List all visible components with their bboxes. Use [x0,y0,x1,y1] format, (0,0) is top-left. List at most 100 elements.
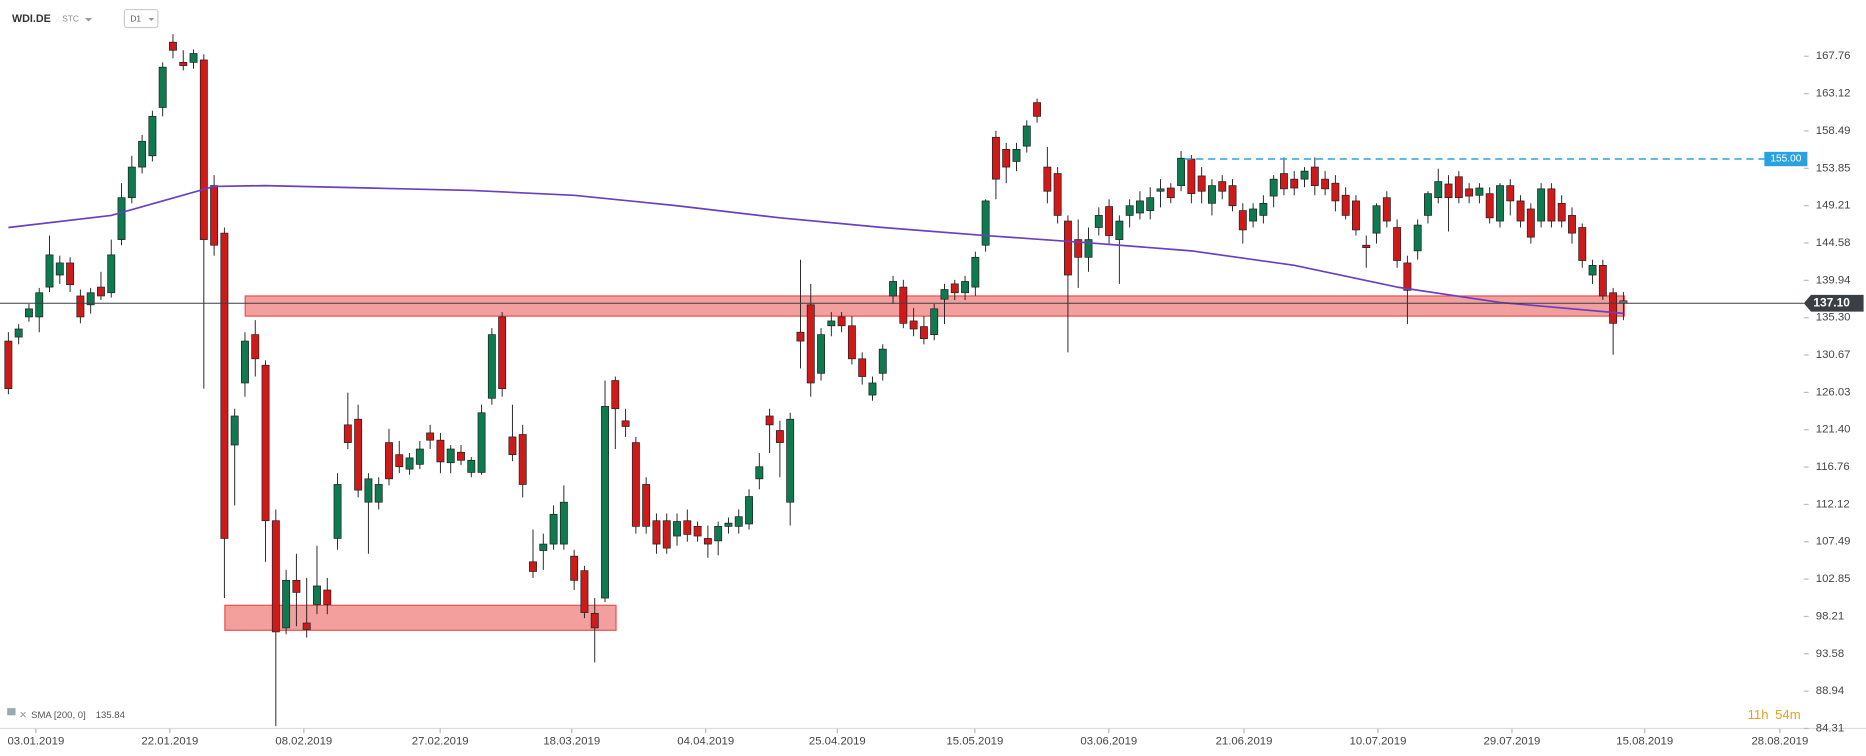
candle-body [1403,262,1412,291]
candle-body [755,466,764,480]
candle-body [446,448,455,464]
candle-body [1485,193,1494,219]
candle-body [1578,227,1587,261]
candle-body [1156,188,1165,192]
candle-body [693,525,702,537]
candle-body [1413,224,1422,252]
candle-body [415,448,424,465]
candle-body [837,316,846,327]
x-tick-label: 03.01.2019 [7,736,64,748]
x-tick-label: 15.05.2019 [946,736,1003,748]
candle-body [138,140,147,168]
dropdown-arrow[interactable] [148,17,155,21]
y-tick-label: 84.31 [1816,722,1844,734]
candle-body [426,432,435,441]
candle-body [1228,185,1237,207]
candle-body [889,281,897,297]
candle-body [1557,202,1566,222]
sma-legend-value: 135.84 [96,710,126,721]
candle-body [261,364,270,522]
candle-body [1135,200,1144,214]
candle-body [467,459,476,473]
timer-hours: 11h [1748,707,1769,722]
y-tick-label: 167.76 [1816,50,1851,62]
candle-body [847,325,856,360]
candle-body [950,283,959,294]
legend-icon[interactable] [7,708,16,716]
x-tick-label: 04.04.2019 [677,736,734,748]
candle-body [1094,215,1103,228]
candle-body [1341,194,1350,216]
candle-body [436,439,445,463]
candle-body [1063,220,1072,276]
y-tick-label: 139.94 [1816,274,1851,286]
close-icon[interactable]: ✕ [19,710,27,721]
candle-body [991,136,1000,180]
x-tick-label: 10.07.2019 [1350,736,1407,748]
candle-body [1382,197,1391,222]
candle-body [981,200,990,246]
candle-body [1424,193,1432,216]
candle-body [169,41,177,51]
candle-body [1310,166,1319,186]
candle-body [1177,157,1186,186]
candle-body [1115,220,1124,240]
candle-body [1372,205,1381,234]
y-tick-label: 102.85 [1816,573,1851,585]
candle-body [117,197,126,240]
candle-body [1526,208,1535,238]
y-tick-label: 112.12 [1816,498,1850,510]
candle-body [1547,188,1556,222]
candle-body [364,478,373,503]
candle-body [199,59,208,240]
interval[interactable]: D1 [130,13,141,23]
candle-body [899,286,908,324]
candle-body [1331,182,1340,202]
candle-body [1290,178,1299,189]
candle-body [611,380,620,410]
x-tick-label: 08.02.2019 [275,736,332,748]
candle-body [395,454,404,468]
candle-body [210,185,219,246]
candle-body [621,420,630,427]
candle-body [724,522,733,527]
interval-box[interactable] [123,8,159,29]
y-tick-label: 116.76 [1816,461,1850,473]
candle-body [1125,205,1134,216]
candle-body [652,520,661,545]
candle-body [1393,227,1402,261]
candle-body [292,579,301,593]
candle-body [343,424,352,443]
candle-body [518,434,527,485]
candle-body [374,484,383,503]
chart-mode[interactable]: STC [62,13,79,23]
candle-body [1496,185,1504,222]
candle-body [662,520,671,549]
candle-body [35,292,44,318]
candle-body [271,520,280,633]
candle-body [796,331,805,342]
candle-body [1568,215,1576,234]
candle-body [539,543,548,551]
candle-body [179,61,188,66]
sma-line [8,184,1624,315]
symbol[interactable]: WDI.DE [12,13,51,25]
candle-body [385,442,393,480]
candle-body [354,418,363,491]
y-tick-label: 107.49 [1816,536,1851,548]
candle-body [631,442,640,527]
candle-body [487,334,496,399]
candle-body [1269,178,1278,197]
candle-body [580,570,589,613]
candle-body [251,334,260,360]
timer-minutes: 54m [1775,707,1801,722]
candle-body [97,286,105,297]
dropdown-arrow[interactable] [84,17,93,22]
candle-body [4,340,13,389]
candle-body [66,262,75,286]
candle-body [827,320,836,327]
y-tick-label: 98.21 [1816,611,1844,623]
x-tick-label: 27.02.2019 [412,736,469,748]
candle-body [302,622,311,630]
